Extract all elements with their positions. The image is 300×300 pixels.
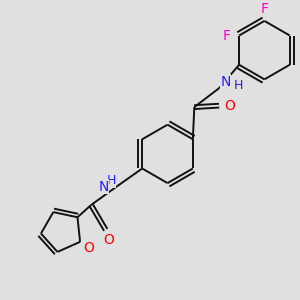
Text: O: O [103, 233, 114, 247]
Text: H: H [233, 79, 243, 92]
Text: H: H [106, 174, 116, 187]
Text: O: O [224, 99, 235, 113]
Text: N: N [220, 75, 231, 89]
Text: N: N [98, 180, 109, 194]
Text: O: O [83, 241, 94, 255]
Text: F: F [260, 2, 268, 16]
Text: F: F [222, 28, 230, 43]
